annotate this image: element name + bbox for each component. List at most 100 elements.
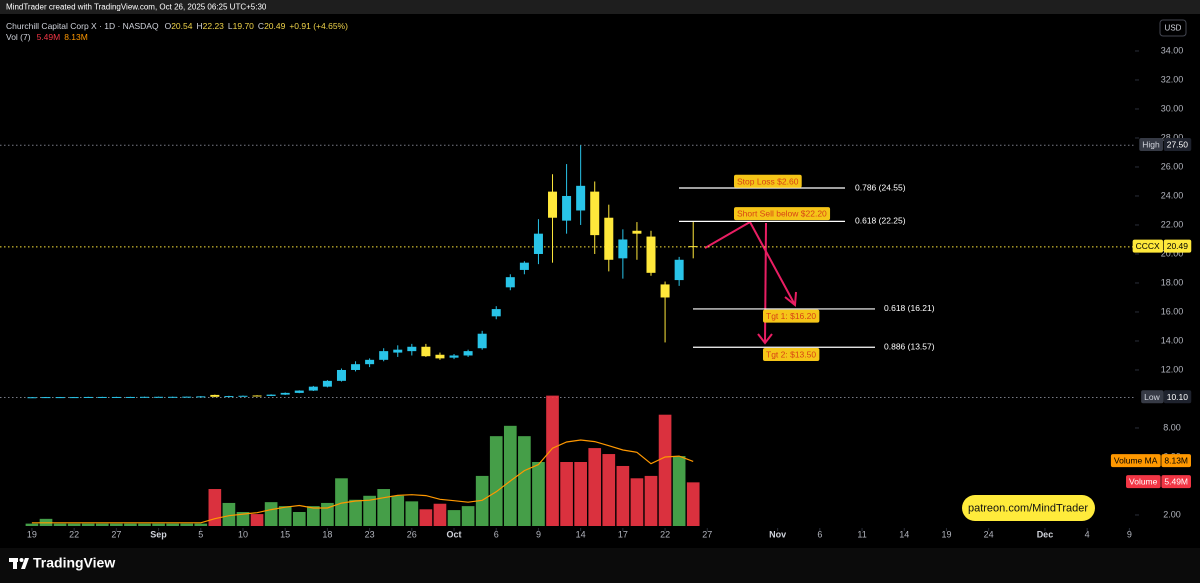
top-bar — [0, 0, 1200, 14]
y-tick-label: 34.00 — [1161, 45, 1184, 55]
x-tick-label: Sep — [150, 529, 167, 539]
legend-item: H — [196, 21, 202, 31]
volume-bar — [532, 462, 545, 526]
y-tick-label: 2.00 — [1163, 509, 1181, 519]
price-tag-name-box — [1139, 137, 1163, 151]
volume-bar — [250, 514, 264, 526]
x-tick-label: 11 — [857, 529, 866, 539]
candle-body — [196, 396, 206, 398]
volume-tag-name-box — [1126, 475, 1161, 489]
candle-body — [139, 396, 149, 398]
brand-logo — [9, 558, 29, 569]
volume-bar — [363, 495, 376, 526]
x-tick-label: Dec — [1037, 529, 1054, 539]
fib-label: 0.786 (24.55) — [855, 182, 906, 192]
candle-body — [41, 397, 51, 399]
volume-bar — [588, 448, 602, 526]
candle-body — [618, 239, 628, 259]
candle-body — [97, 396, 107, 398]
candle-body — [168, 396, 178, 398]
candle-body — [519, 262, 529, 270]
candle-body — [576, 185, 586, 211]
volume-bar — [447, 510, 461, 526]
volume-bar — [67, 523, 81, 526]
legend-item: 5.49M — [37, 32, 61, 42]
x-tick-label: 6 — [494, 529, 499, 539]
y-tick-label: 32.00 — [1161, 74, 1184, 84]
legend-item: Churchill Capital Corp X · 1D · NASDAQ — [6, 21, 159, 31]
candle-body — [674, 259, 684, 281]
price-tag-name-box — [1132, 239, 1164, 253]
footer-bar — [0, 548, 1200, 583]
volume-bar — [81, 523, 95, 526]
legend-item: 22.23 — [203, 21, 225, 31]
logo-part — [21, 558, 29, 569]
legend: Churchill Capital Corp X · 1D · NASDAQ O2… — [6, 21, 348, 31]
volume-bar — [222, 502, 236, 526]
x-tick-label: 5 — [198, 529, 203, 539]
promo-pill — [962, 495, 1095, 521]
volume-ma-tag-value-box — [1161, 454, 1191, 468]
candle-body — [224, 396, 234, 398]
candle-body — [533, 233, 543, 254]
y-tick-label: 16.00 — [1161, 306, 1184, 316]
volume-bar — [180, 523, 194, 526]
volume-bar — [686, 482, 700, 526]
fib-note: Short Sell below $22.20 — [737, 209, 827, 219]
price-tag-value: 20.49 — [1167, 241, 1189, 251]
candle-body — [604, 217, 614, 260]
candle-body — [688, 246, 698, 248]
x-tick-label: 27 — [111, 529, 121, 539]
legend-item: 8.13M — [64, 32, 88, 42]
volume-bar — [644, 475, 658, 526]
candle-body — [154, 396, 164, 398]
volume-bar — [138, 523, 151, 526]
volume-bar — [278, 506, 292, 526]
credit-text: MindTrader created with TradingView.com,… — [6, 3, 267, 12]
candle-body — [351, 364, 361, 370]
volume-bar — [658, 414, 672, 526]
volume-bar — [503, 425, 517, 526]
price-tag-value-box — [1163, 137, 1192, 151]
candle-body — [111, 396, 121, 398]
legend-item: +0.91 (+4.65%) — [289, 21, 348, 31]
candle-body — [336, 369, 346, 381]
candle-body — [548, 191, 558, 218]
price-tag-name-box — [1141, 390, 1164, 404]
price-tag-name: High — [1142, 139, 1160, 149]
y-tick-label: 28.00 — [1161, 132, 1184, 142]
y-tick-label: 26.00 — [1161, 161, 1184, 171]
arrow-path — [704, 220, 796, 306]
legend-item: 19.70 — [233, 21, 255, 31]
x-tick-label: 27 — [702, 529, 712, 539]
price-tag-value: 10.10 — [1167, 392, 1189, 402]
fib-note-box — [734, 174, 802, 188]
volume-bar — [518, 436, 531, 526]
candle-body — [435, 354, 445, 359]
candle-body — [646, 236, 656, 273]
volume-bar — [349, 499, 362, 526]
volume-tag-value: 5.49M — [1164, 477, 1188, 487]
x-tick-label: 18 — [322, 529, 332, 539]
price-tag-name: Low — [1144, 392, 1160, 402]
x-tick-label: 6 — [817, 529, 822, 539]
candle-body — [632, 230, 642, 234]
candle-body — [322, 380, 332, 387]
y-tick-label: 12.00 — [1161, 364, 1184, 374]
fib-note-box — [763, 309, 820, 323]
x-tick-label: 9 — [536, 529, 541, 539]
fib-note: Tgt 1: $16.20 — [766, 311, 816, 321]
x-tick-label: 14 — [576, 529, 586, 539]
volume-ma-tag-name-box — [1110, 454, 1161, 468]
fib-note-box — [734, 207, 831, 221]
price-tag-name: CCCX — [1136, 241, 1160, 251]
candle-body — [660, 284, 670, 298]
volume-bar — [335, 478, 348, 526]
candle-body — [393, 349, 403, 353]
candle-body — [280, 392, 290, 395]
candle-body — [266, 394, 276, 396]
volume-bar — [95, 523, 109, 526]
brand-text: TradingView — [33, 555, 115, 571]
